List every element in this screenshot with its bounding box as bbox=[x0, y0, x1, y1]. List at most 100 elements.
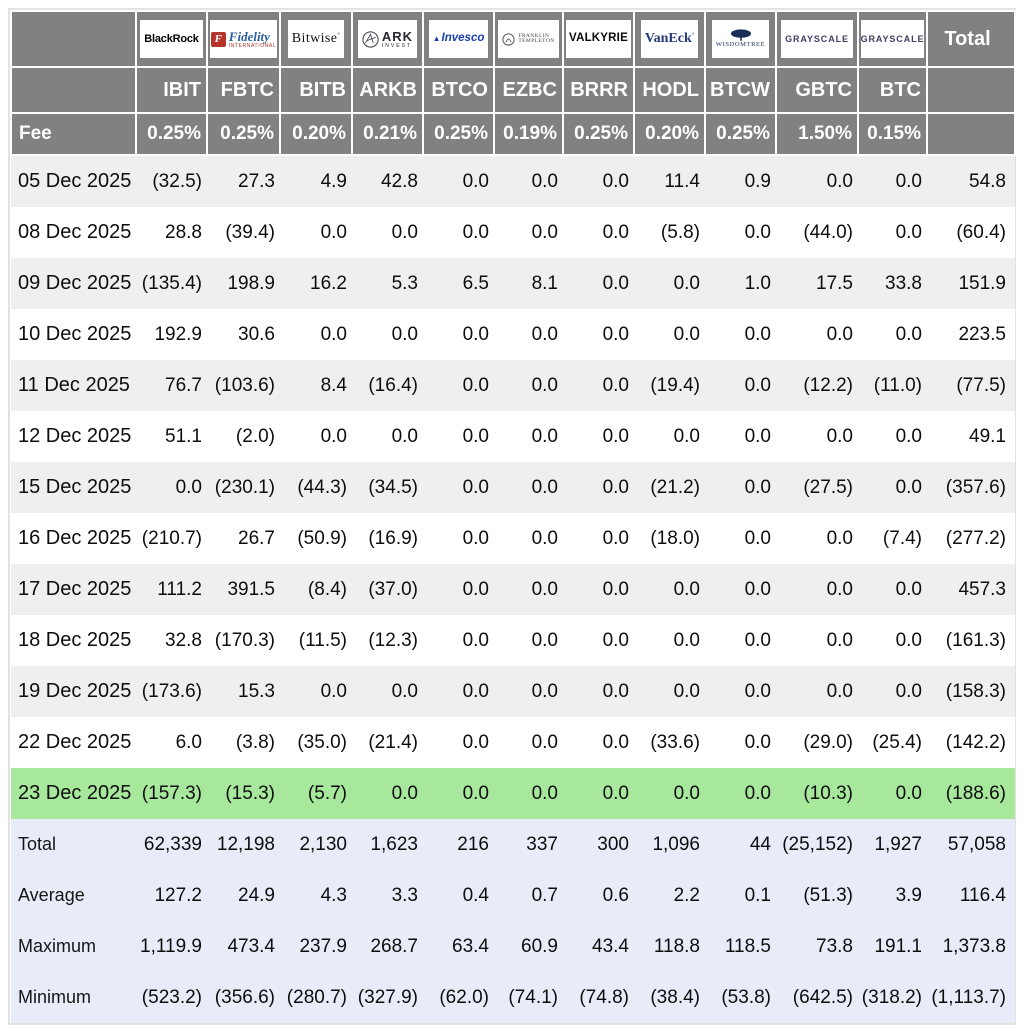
provider-logo-row: BlackRock F Fidelity INTERNATIONAL Bitwise° A… bbox=[10, 10, 1016, 68]
flow-value-cell: 0.0 bbox=[858, 768, 927, 819]
flow-value-cell: 0.0 bbox=[705, 411, 776, 462]
fee-cell: 0.21% bbox=[351, 112, 424, 156]
flow-value-cell: 4.9 bbox=[280, 155, 352, 207]
flow-value-cell: 0.0 bbox=[563, 513, 634, 564]
ticker-cell: BTCO bbox=[422, 66, 495, 114]
flow-value-cell: 0.0 bbox=[705, 462, 776, 513]
flow-value-cell: 0.0 bbox=[494, 513, 563, 564]
row-total-cell: (60.4) bbox=[927, 207, 1015, 258]
flow-value-cell: (16.4) bbox=[352, 360, 423, 411]
flow-value-cell: 0.0 bbox=[705, 615, 776, 666]
flow-value-cell: (35.0) bbox=[280, 717, 352, 768]
flow-value-cell: 0.0 bbox=[494, 564, 563, 615]
fee-cell: 0.20% bbox=[279, 112, 353, 156]
flow-value-cell: 30.6 bbox=[207, 309, 280, 360]
flow-value-cell: 0.0 bbox=[563, 360, 634, 411]
row-total-cell: 151.9 bbox=[927, 258, 1015, 309]
summary-value-cell: 300 bbox=[563, 819, 634, 870]
flow-value-cell: 0.0 bbox=[136, 462, 207, 513]
summary-value-cell: 0.7 bbox=[494, 870, 563, 921]
flow-value-cell: 0.0 bbox=[423, 513, 494, 564]
wisdomtree-tree-icon bbox=[730, 29, 751, 41]
flow-value-cell: 0.0 bbox=[423, 411, 494, 462]
franklin-templeton-logo: FRANKLIN TEMPLETON bbox=[502, 32, 554, 46]
summary-row: Average 127.2 24.9 4.3 3.3 0.4 0.7 0.6 2.2 0.1 (51… bbox=[11, 870, 1015, 921]
flow-value-cell: 0.0 bbox=[705, 513, 776, 564]
total-ticker-cell bbox=[926, 66, 1016, 114]
flow-value-cell: 32.8 bbox=[136, 615, 207, 666]
summary-value-cell: 2,130 bbox=[280, 819, 352, 870]
flow-value-cell: (16.9) bbox=[352, 513, 423, 564]
flow-value-cell: 0.0 bbox=[563, 666, 634, 717]
flow-value-cell: 0.0 bbox=[634, 768, 705, 819]
date-cell: 05 Dec 2025 bbox=[11, 155, 136, 207]
row-total-cell: 223.5 bbox=[927, 309, 1015, 360]
summary-value-cell: 0.1 bbox=[705, 870, 776, 921]
fee-cell: 0.25% bbox=[135, 112, 208, 156]
row-total-cell: (188.6) bbox=[927, 768, 1015, 819]
summary-value-cell: 118.8 bbox=[634, 921, 705, 972]
flow-value-cell: (8.4) bbox=[280, 564, 352, 615]
summary-label: Average bbox=[11, 870, 136, 921]
flow-value-cell: 0.0 bbox=[634, 258, 705, 309]
date-cell: 16 Dec 2025 bbox=[11, 513, 136, 564]
summary-value-cell: (74.1) bbox=[494, 972, 563, 1023]
row-total-cell: 49.1 bbox=[927, 411, 1015, 462]
flow-value-cell: 0.0 bbox=[563, 462, 634, 513]
ticker-cell: GBTC bbox=[775, 66, 859, 114]
flow-value-cell: (29.0) bbox=[776, 717, 858, 768]
fee-cell: 0.25% bbox=[562, 112, 635, 156]
date-cell: 18 Dec 2025 bbox=[11, 615, 136, 666]
flow-value-cell: 0.0 bbox=[494, 768, 563, 819]
flow-value-cell: 0.0 bbox=[494, 360, 563, 411]
corner-cell bbox=[10, 10, 137, 68]
ark-globe-icon bbox=[362, 30, 379, 48]
summary-value-cell: (38.4) bbox=[634, 972, 705, 1023]
valkyrie-logo: VALKYRIE bbox=[569, 32, 628, 45]
summary-value-cell: 118.5 bbox=[705, 921, 776, 972]
flow-value-cell: (11.0) bbox=[858, 360, 927, 411]
flow-value-cell: (157.3) bbox=[136, 768, 207, 819]
flow-value-cell: 28.8 bbox=[136, 207, 207, 258]
flow-value-cell: (50.9) bbox=[280, 513, 352, 564]
summary-value-cell: (280.7) bbox=[280, 972, 352, 1023]
flow-value-cell: 0.0 bbox=[705, 309, 776, 360]
flow-value-cell: (103.6) bbox=[207, 360, 280, 411]
summary-label: Total bbox=[11, 819, 136, 870]
summary-row: Total 62,339 12,198 2,130 1,623 216 337 300 1,09… bbox=[11, 819, 1015, 870]
corner-cell bbox=[10, 66, 137, 114]
flow-value-cell: 0.0 bbox=[280, 411, 352, 462]
flow-value-cell: 198.9 bbox=[207, 258, 280, 309]
flow-value-cell: (37.0) bbox=[352, 564, 423, 615]
provider-logo-cell: Bitwise° bbox=[279, 10, 353, 68]
summary-value-cell: 24.9 bbox=[207, 870, 280, 921]
flow-value-cell: 0.0 bbox=[494, 462, 563, 513]
provider-logo-cell: GRAYSCALE bbox=[857, 10, 928, 68]
date-cell: 22 Dec 2025 bbox=[11, 717, 136, 768]
flow-value-cell: 0.0 bbox=[776, 309, 858, 360]
flow-value-cell: 0.0 bbox=[563, 258, 634, 309]
flow-value-cell: (21.2) bbox=[634, 462, 705, 513]
flow-value-cell: (25.4) bbox=[858, 717, 927, 768]
flow-value-cell: 0.0 bbox=[423, 155, 494, 207]
provider-logo-cell: FRANKLIN TEMPLETON bbox=[493, 10, 564, 68]
flow-value-cell: 0.0 bbox=[776, 564, 858, 615]
fee-cell: 0.25% bbox=[704, 112, 777, 156]
flow-value-cell: 0.0 bbox=[634, 615, 705, 666]
summary-value-cell: (62.0) bbox=[423, 972, 494, 1023]
flow-value-cell: (173.6) bbox=[136, 666, 207, 717]
table-row: 17 Dec 2025 111.2 391.5 (8.4) (37.0) 0.0 0.0 0.… bbox=[11, 564, 1015, 615]
summary-value-cell: 337 bbox=[494, 819, 563, 870]
summary-value-cell: 216 bbox=[423, 819, 494, 870]
flow-value-cell: 0.0 bbox=[563, 564, 634, 615]
summary-value-cell: 237.9 bbox=[280, 921, 352, 972]
summary-value-cell: 1,119.9 bbox=[136, 921, 207, 972]
flow-value-cell: 0.0 bbox=[858, 564, 927, 615]
flow-value-cell: 0.0 bbox=[280, 309, 352, 360]
flow-value-cell: 0.0 bbox=[705, 207, 776, 258]
ark-invest-logo: ARK INVEST bbox=[362, 30, 413, 49]
flow-value-cell: 0.0 bbox=[423, 717, 494, 768]
summary-value-cell: 0.6 bbox=[563, 870, 634, 921]
row-total-cell: (77.5) bbox=[927, 360, 1015, 411]
flow-value-cell: (10.3) bbox=[776, 768, 858, 819]
